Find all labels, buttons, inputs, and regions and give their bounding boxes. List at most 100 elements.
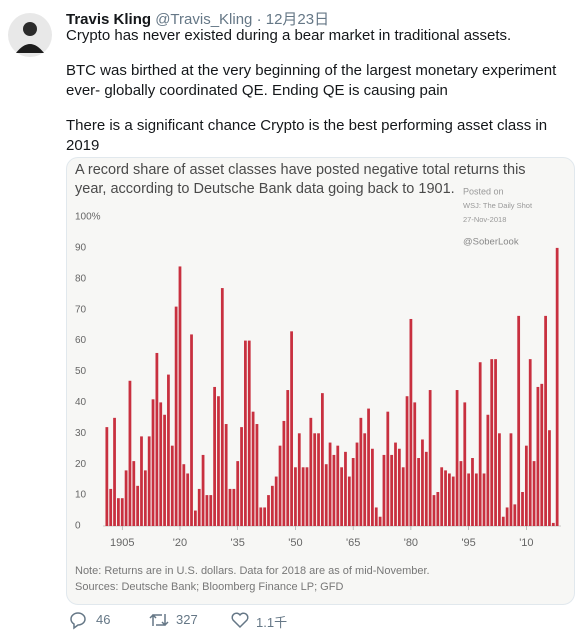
bar — [186, 473, 190, 526]
bar — [309, 417, 313, 526]
bar — [397, 448, 401, 526]
bar — [240, 427, 243, 526]
chart-source: Sources: Deutsche Bank; Bloomberg Financ… — [75, 581, 343, 593]
bar — [117, 498, 120, 526]
bar — [467, 473, 471, 526]
tweet-text: Crypto has never existed during a bear m… — [66, 26, 571, 171]
bar — [209, 495, 213, 526]
bar — [274, 476, 278, 526]
bar — [544, 315, 547, 526]
paragraph: BTC was birthed at the very beginning of… — [66, 62, 557, 99]
bar — [532, 461, 536, 526]
bar — [490, 359, 494, 526]
bar — [132, 461, 136, 526]
x-tick-label: '80 — [404, 537, 418, 549]
reply-count: 46 — [96, 612, 111, 627]
bar — [236, 461, 240, 526]
bar — [336, 445, 340, 526]
like-count: 1.1千 — [256, 615, 288, 630]
bar — [270, 485, 274, 526]
bar — [263, 507, 267, 526]
y-tick-label: 0 — [75, 521, 81, 532]
bar — [174, 306, 178, 526]
chart-note: Note: Returns are in U.S. dollars. Data … — [75, 565, 430, 577]
bar — [347, 476, 351, 526]
bar — [382, 454, 386, 526]
bar — [193, 510, 197, 526]
bar — [124, 470, 128, 526]
bar — [182, 464, 186, 526]
bar — [536, 386, 540, 526]
author-name[interactable]: Travis Kling — [66, 11, 152, 28]
bar — [371, 448, 374, 526]
bar — [159, 402, 163, 526]
bar — [320, 393, 324, 526]
bar — [228, 488, 232, 526]
bar — [409, 318, 413, 526]
bar — [401, 467, 405, 526]
bar — [474, 473, 478, 526]
annotation: Posted on — [463, 186, 504, 196]
bar — [213, 386, 216, 526]
bar — [167, 374, 170, 526]
bar — [386, 411, 390, 526]
chart-image[interactable]: 0 10 20 30 40 50 60 70 80 90 100% 1905 '20 '35 '50 '65 '… — [66, 157, 575, 605]
reply-icon[interactable] — [68, 610, 88, 630]
separator: · — [256, 11, 262, 28]
bar — [463, 402, 467, 526]
bar — [524, 445, 528, 526]
bar — [517, 315, 521, 526]
tweet-header: Travis Kling @Travis_Kling · 12月23日 — [66, 8, 329, 29]
y-tick-label: 30 — [75, 428, 87, 439]
bar — [355, 442, 359, 526]
bar — [548, 430, 551, 526]
y-tick-label: 10 — [75, 490, 87, 501]
bar — [555, 247, 559, 526]
y-tick-label: 80 — [75, 273, 87, 284]
bar — [540, 383, 544, 526]
bar — [378, 516, 382, 526]
bar — [390, 454, 394, 526]
x-tick-label: '65 — [346, 537, 360, 549]
bar — [301, 467, 305, 526]
bar — [136, 485, 140, 526]
bar — [417, 458, 420, 526]
handle[interactable]: @Travis_Kling — [155, 11, 253, 28]
y-tick-label: 50 — [75, 366, 87, 377]
bar — [143, 470, 147, 526]
retweet-icon[interactable] — [148, 610, 170, 630]
bar — [255, 424, 259, 526]
date[interactable]: 12月23日 — [265, 11, 330, 28]
bar — [247, 340, 251, 526]
y-tick-label: 100% — [75, 212, 101, 223]
bar — [178, 266, 182, 526]
x-tick-label: '35 — [231, 537, 245, 549]
bar — [170, 445, 174, 526]
bar — [328, 442, 332, 526]
bar — [232, 488, 236, 526]
avatar[interactable] — [8, 13, 52, 57]
bar — [482, 473, 486, 526]
bar — [251, 411, 255, 526]
retweet-count: 327 — [176, 612, 198, 627]
bar — [486, 414, 490, 526]
bar — [244, 340, 247, 526]
bar — [440, 467, 444, 526]
bar — [509, 433, 513, 526]
bar — [313, 433, 317, 526]
bar — [151, 399, 155, 526]
bar — [394, 442, 397, 526]
bar — [294, 467, 297, 526]
annotation: @SoberLook — [463, 237, 519, 248]
bar — [305, 467, 309, 526]
bar — [267, 495, 270, 526]
bar — [367, 408, 370, 526]
bar — [498, 433, 501, 526]
like-icon[interactable] — [230, 610, 250, 630]
bar — [436, 492, 440, 526]
x-tick-label: '10 — [519, 537, 533, 549]
bar — [113, 417, 116, 526]
bar — [374, 507, 378, 526]
action-bar: 46 327 1.1千 — [66, 608, 466, 632]
